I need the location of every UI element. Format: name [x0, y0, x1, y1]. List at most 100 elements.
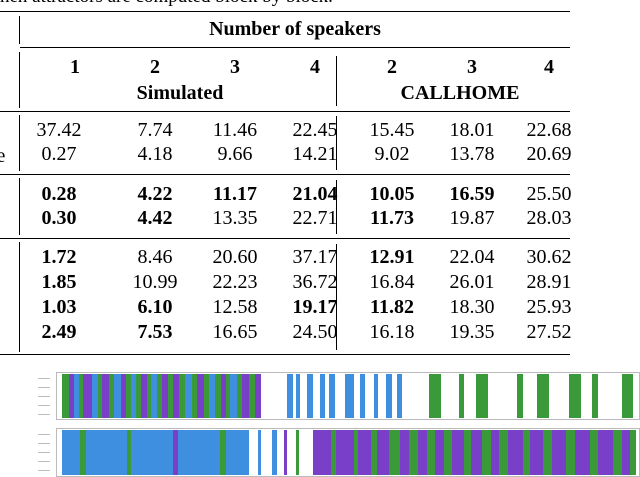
diarization-plot-2	[36, 428, 640, 477]
speaker-segment	[621, 430, 631, 475]
table-cell: 8.46	[137, 246, 173, 268]
y-tick	[38, 378, 50, 379]
left-vrule-5	[19, 242, 20, 352]
table-cell: 12.91	[369, 246, 415, 268]
header-callhome-label: CALLHOME	[400, 82, 520, 104]
speaker-segment	[61, 374, 69, 418]
speaker-segment	[86, 430, 127, 475]
speaker-segment	[225, 374, 231, 418]
header-group-label: Number of speakers	[209, 18, 381, 40]
speaker-segment	[451, 430, 465, 475]
speaker-segment	[388, 430, 401, 475]
speaker-segment	[598, 430, 613, 475]
table-cell: 16.18	[369, 321, 415, 343]
speaker-segment	[574, 430, 590, 475]
speaker-segment	[444, 430, 452, 475]
speaker-segment	[345, 374, 354, 418]
table-cell: 24.50	[292, 321, 338, 343]
speaker-segment	[409, 430, 418, 475]
mid-vrule-4	[336, 244, 337, 350]
table-cell: 22.23	[212, 271, 258, 293]
speaker-segment	[471, 430, 482, 475]
table-cell: 4.22	[137, 183, 173, 205]
group2-rule	[0, 238, 570, 239]
speaker-segment	[621, 374, 634, 418]
table-cell: 0.28	[41, 183, 77, 205]
left-vrule-1	[19, 16, 20, 44]
speaker-segment	[97, 374, 103, 418]
table-cell: 11.73	[370, 207, 414, 229]
speaker-segment	[215, 374, 222, 418]
speaker-segment	[192, 374, 197, 418]
table-cell: 1.85	[41, 271, 77, 293]
header-simulated-label: Simulated	[136, 82, 224, 104]
speaker-segment	[219, 430, 226, 475]
table-cell: 0.27	[41, 143, 77, 165]
speaker-segment	[254, 374, 261, 418]
speaker-segment	[566, 430, 575, 475]
table-cell: 20.60	[212, 246, 258, 268]
speaker-segment	[230, 374, 238, 418]
speaker-segment	[377, 430, 389, 475]
speaker-segment	[589, 430, 599, 475]
table-cell: 10.99	[132, 271, 178, 293]
table-cell: 15.45	[369, 119, 415, 141]
table-cell: 22.04	[449, 246, 495, 268]
speaker-segment	[225, 430, 250, 475]
speaker-segment	[237, 374, 243, 418]
speaker-segment	[569, 374, 581, 418]
header-col-7: 4	[544, 56, 554, 78]
speaker-segment	[221, 374, 226, 418]
speaker-segment	[320, 374, 325, 418]
speaker-segment	[179, 374, 186, 418]
speaker-segment	[151, 374, 158, 418]
table-cell: 19.87	[449, 207, 495, 229]
header-col-2: 2	[150, 56, 160, 78]
speaker-segment	[79, 374, 84, 418]
y-tick	[38, 405, 50, 406]
table-cell: 36.72	[292, 271, 338, 293]
speaker-segment	[131, 430, 174, 475]
speaker-segment	[80, 430, 87, 475]
table-cell: 22.45	[292, 119, 338, 141]
speaker-segment	[464, 430, 472, 475]
y-tick	[38, 443, 50, 444]
table-cell: 12.58	[212, 296, 258, 318]
speaker-segment	[157, 374, 162, 418]
speaker-segment	[161, 374, 168, 418]
table-cell: 7.74	[137, 119, 173, 141]
speaker-segment	[242, 374, 250, 418]
speaker-segment	[272, 430, 277, 475]
table-cell: 20.69	[526, 143, 572, 165]
table-cell: 16.65	[212, 321, 258, 343]
header-col-6: 3	[467, 56, 477, 78]
table-cell: 11.82	[370, 296, 414, 318]
y-tick	[38, 461, 50, 462]
top-rule	[0, 11, 570, 12]
plot-1-frame	[56, 372, 640, 420]
speaker-segment	[125, 374, 132, 418]
speaker-segment	[429, 374, 442, 418]
speaker-segment	[359, 374, 366, 418]
diarization-plot-1	[36, 372, 640, 420]
y-tick	[38, 396, 50, 397]
table-cell: 9.02	[374, 143, 410, 165]
speaker-segment	[490, 430, 500, 475]
speaker-segment	[537, 374, 549, 418]
table-cell: 22.71	[292, 207, 338, 229]
speaker-segment	[516, 374, 523, 418]
table-cell: 4.18	[137, 143, 173, 165]
speaker-segment	[522, 430, 530, 475]
left-vrule-3	[19, 115, 20, 171]
diarization-plots	[36, 372, 640, 477]
table-cell: 6.10	[137, 296, 173, 318]
speaker-segment	[147, 374, 152, 418]
table-cell: 11.46	[212, 119, 258, 141]
speaker-segment	[385, 374, 392, 418]
table-cell: 28.91	[526, 271, 572, 293]
table-cell: 1.03	[41, 296, 77, 318]
table-cell: 26.01	[449, 271, 495, 293]
speaker-segment	[313, 430, 331, 475]
caption-tail: hen attractors are computed block by blo…	[0, 0, 640, 8]
table-cell: 16.84	[369, 271, 415, 293]
